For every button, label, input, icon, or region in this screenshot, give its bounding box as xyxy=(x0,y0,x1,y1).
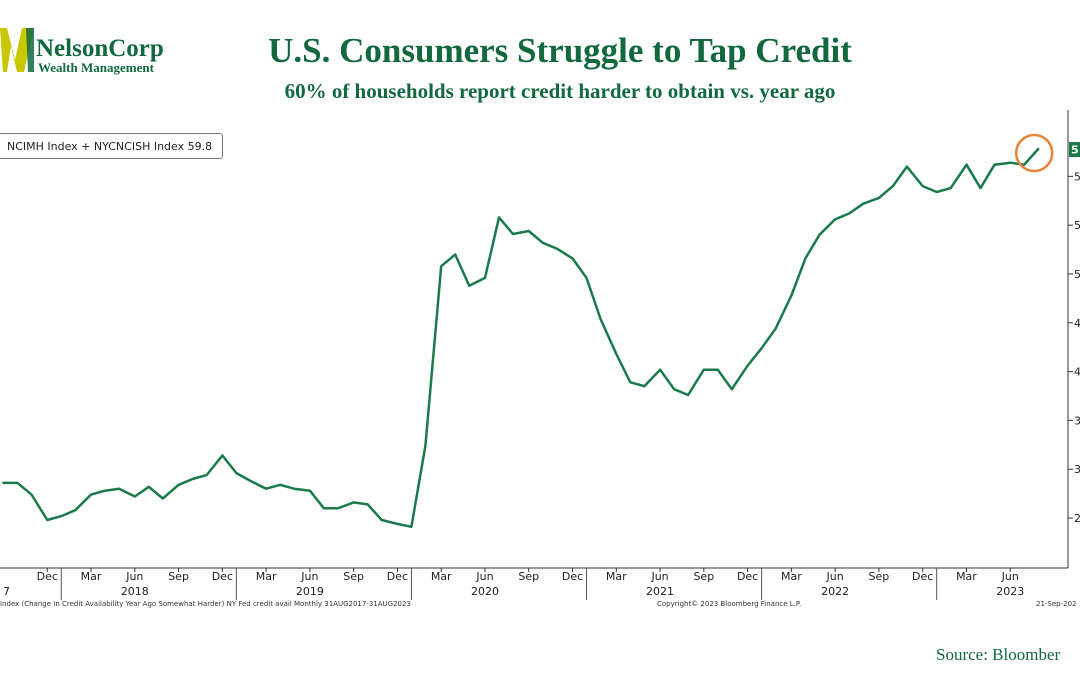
y-tick-label: 3 xyxy=(1074,463,1080,476)
x-tick-label: Sep xyxy=(869,570,890,583)
x-tick-label: Mar xyxy=(606,570,627,583)
x-tick-label: Dec xyxy=(37,570,58,583)
y-tick-label: 4 xyxy=(1074,366,1080,379)
y-tick-label: 4 xyxy=(1074,317,1080,330)
y-tick-label: 5 xyxy=(1074,268,1080,281)
x-tick-label: Dec xyxy=(387,570,408,583)
highlight-circle xyxy=(1014,133,1054,173)
chart-annotations: 5 xyxy=(1014,133,1080,173)
year-label: 2019 xyxy=(296,585,324,598)
x-tick-label: Mar xyxy=(81,570,102,583)
year-label: 2022 xyxy=(821,585,849,598)
x-tick-label: Sep xyxy=(693,570,714,583)
year-label: 2021 xyxy=(646,585,674,598)
chart-axes: Dec Mar Jun Sep Dec Mar Jun Sep Dec Mar Jun Sep Dec M… xyxy=(0,110,1080,600)
chart-subtitle: 60% of households report credit harder t… xyxy=(284,79,836,103)
x-tick-label: Dec xyxy=(212,570,233,583)
x-tick-label: Mar xyxy=(256,570,277,583)
y-tick-label: 2 xyxy=(1074,512,1080,525)
nelsoncorp-logo: NelsonCorp Wealth Management xyxy=(0,22,180,78)
y-tick-label: 5 xyxy=(1074,170,1080,183)
year-label: 2020 xyxy=(471,585,499,598)
x-tick-label: Jun xyxy=(125,570,143,583)
y-tick-label: 5 xyxy=(1074,219,1080,232)
x-tick-label: Dec xyxy=(562,570,583,583)
chart-legend: NCIMH Index + NYCNCISH Index 59.8 xyxy=(0,133,224,159)
footnote-copyright: Copyright© 2023 Bloomberg Finance L.P. xyxy=(657,600,802,608)
logo-mark-icon xyxy=(0,28,34,72)
last-value-badge xyxy=(1069,142,1080,158)
x-tick-label: Jun xyxy=(300,570,318,583)
x-tick-label: Jun xyxy=(826,570,844,583)
x-tick-label: Dec xyxy=(912,570,933,583)
footnote-description: Index (Change In Credit Availability Yea… xyxy=(0,600,411,608)
x-tick-label: Mar xyxy=(956,570,977,583)
x-tick-label: Sep xyxy=(343,570,364,583)
x-tick-label: Jun xyxy=(475,570,493,583)
x-tick-label: Mar xyxy=(431,570,452,583)
year-label: 2023 xyxy=(996,585,1024,598)
x-tick-label: Mar xyxy=(781,570,802,583)
year-label: 2018 xyxy=(121,585,149,598)
x-tick-label: Dec xyxy=(737,570,758,583)
chart-title: U.S. Consumers Struggle to Tap Credit xyxy=(268,31,852,70)
logo-name: NelsonCorp xyxy=(36,35,164,62)
logo-tagline: Wealth Management xyxy=(38,60,154,75)
year-label: 7 xyxy=(3,585,10,598)
footnote-date: 21-Sep-202 xyxy=(1036,600,1077,608)
chart-series xyxy=(2,147,1040,529)
x-tick-label: Jun xyxy=(1001,570,1019,583)
series-line xyxy=(2,147,1040,529)
last-value-label: 5 xyxy=(1071,144,1079,157)
x-tick-label: Jun xyxy=(650,570,668,583)
x-tick-label: Sep xyxy=(168,570,189,583)
source-label: Source: Bloomber xyxy=(936,645,1061,664)
x-tick-label: Sep xyxy=(518,570,539,583)
y-tick-label: 3 xyxy=(1074,414,1080,427)
